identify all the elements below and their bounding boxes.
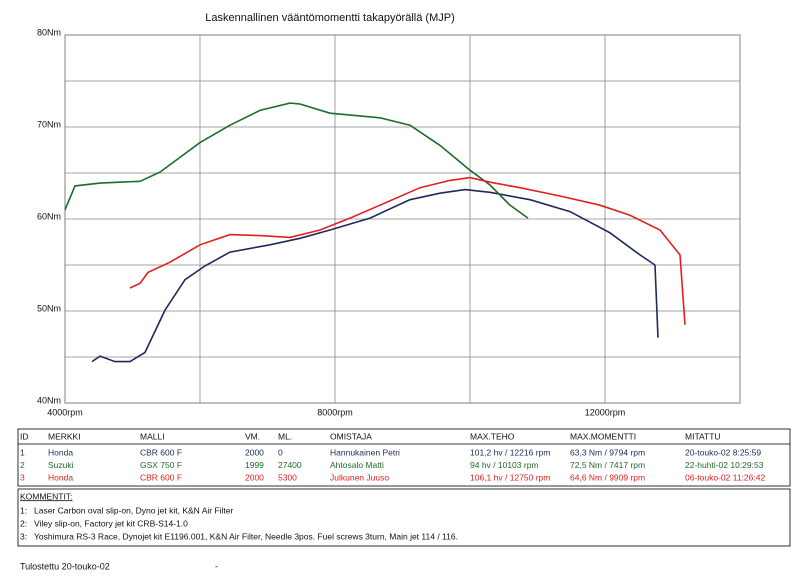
x-tick-label: 12000rpm <box>585 407 626 417</box>
y-tick-label: 60Nm <box>37 211 61 221</box>
y-tick-label: 70Nm <box>37 119 61 129</box>
table-header: MAX.MOMENTTI <box>570 431 636 441</box>
table-header: VM. <box>245 431 260 441</box>
table-cell: 06-touko-02 11:26:42 <box>685 472 765 482</box>
table-cell: 64,6 Nm / 9909 rpm <box>570 472 645 482</box>
table-cell: 2000 <box>245 472 264 482</box>
table-cell: 0 <box>278 447 283 457</box>
comment-text: Laser Carbon oval slip-on, Dyno jet kit,… <box>34 505 234 515</box>
table-cell: 101,2 hv / 12216 rpm <box>470 447 550 457</box>
table-cell: 106,1 hv / 12750 rpm <box>470 472 550 482</box>
table-cell: Julkunen Juuso <box>330 472 389 482</box>
table-header: ML. <box>278 431 292 441</box>
table-cell: Suzuki <box>48 460 74 470</box>
footer-mark: - <box>215 561 218 571</box>
table-cell: 27400 <box>278 460 302 470</box>
comments-frame <box>17 488 791 547</box>
comments-title: KOMMENTIT: <box>20 491 72 501</box>
table-cell: CBR 600 F <box>140 472 182 482</box>
table-cell: Ahtosalo Matti <box>330 460 384 470</box>
table-header: MALLI <box>140 431 165 441</box>
table-header: MITATTU <box>685 431 721 441</box>
table-cell: 22-huhti-02 10:29:53 <box>685 460 764 470</box>
comment-text: Viley slip-on, Factory jet kit CRB-S14-1… <box>34 518 188 528</box>
comment-num: 3: <box>20 531 27 541</box>
table-cell: 1999 <box>245 460 264 470</box>
torque-line <box>64 102 529 219</box>
table-cell: 1 <box>20 447 25 457</box>
table-cell: Honda <box>48 472 73 482</box>
table-cell: 72,5 Nm / 7417 rpm <box>570 460 645 470</box>
table-header: MAX.TEHO <box>470 431 515 441</box>
table-header: OMISTAJA <box>330 431 372 441</box>
torque-line <box>129 176 686 325</box>
table-cell: GSX 750 F <box>140 460 182 470</box>
table-cell: 94 hv / 10103 rpm <box>470 460 539 470</box>
table-cell: Honda <box>48 447 73 457</box>
y-tick-label: 50Nm <box>37 303 61 313</box>
comment-num: 1: <box>20 505 27 515</box>
footer-printed: Tulostettu 20-touko-02 <box>20 561 110 571</box>
table-cell: 3 <box>20 472 25 482</box>
y-tick-label: 40Nm <box>37 395 61 405</box>
torque-line <box>91 188 659 363</box>
table-header: MERKKI <box>48 431 81 441</box>
table-cell: 5300 <box>278 472 297 482</box>
table-cell: Hannukainen Petri <box>330 447 400 457</box>
table-header: ID <box>20 431 29 441</box>
x-tick-label: 8000rpm <box>317 407 353 417</box>
table-frame <box>17 428 791 487</box>
table-cell: CBR 600 F <box>140 447 182 457</box>
chart-title: Laskennallinen vääntömomentti takapyöräl… <box>205 12 454 24</box>
x-tick-label: 4000rpm <box>47 407 83 417</box>
table-cell: 63,3 Nm / 9794 rpm <box>570 447 645 457</box>
table-cell: 20-touko-02 8:25:59 <box>685 447 761 457</box>
y-tick-label: 80Nm <box>37 27 61 37</box>
comment-num: 2: <box>20 518 27 528</box>
table-cell: 2 <box>20 460 25 470</box>
table-cell: 2000 <box>245 447 264 457</box>
comment-text: Yoshimura RS-3 Race, Dynojet kit E1196.0… <box>34 531 458 541</box>
